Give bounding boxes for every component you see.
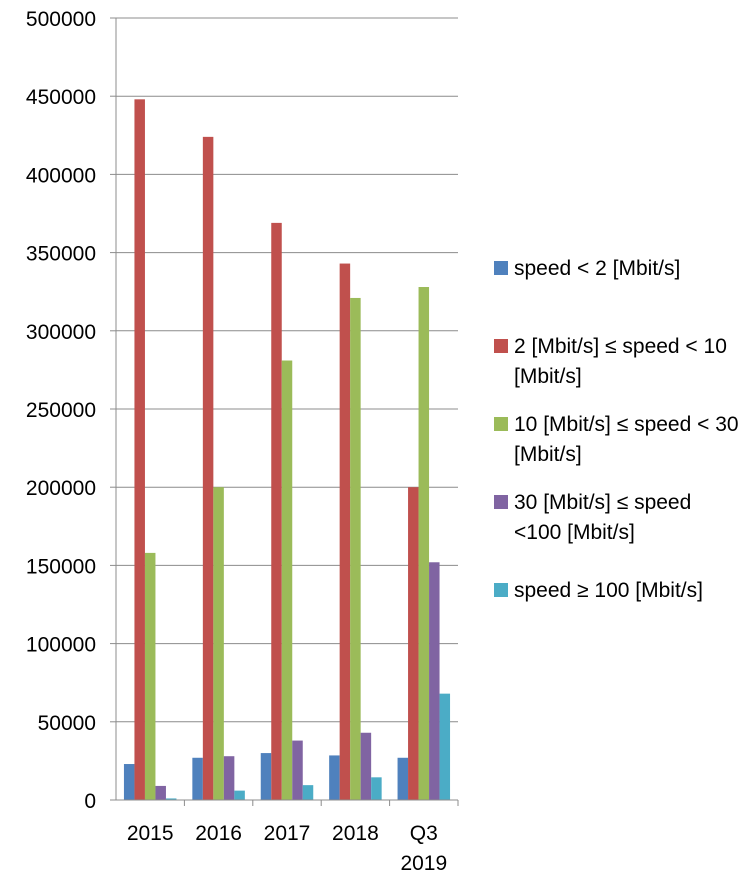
legend-swatch — [494, 339, 508, 353]
y-tick-label: 300000 — [26, 321, 96, 344]
bar — [408, 487, 419, 800]
y-axis-tick-labels: 0 50000 100000 150000 200000 250000 300000 3500… — [26, 8, 96, 813]
bar — [202, 136, 214, 800]
bar — [192, 757, 203, 800]
y-tick-label: 350000 — [26, 243, 96, 266]
legend-label: speed ≥ 100 [Mbit/s] — [514, 579, 703, 602]
bar — [371, 777, 382, 800]
bar — [260, 753, 272, 800]
bars — [116, 99, 459, 806]
x-tick-label: Q3 — [410, 822, 438, 845]
legend-entry: 30 [Mbit/s] ≤ speed <100 [Mbit/s] — [494, 488, 742, 548]
bar — [234, 790, 245, 800]
x-tick-label: 2015 — [127, 822, 174, 845]
y-tick-label: 100000 — [26, 634, 96, 657]
bar — [418, 287, 430, 800]
y-tick-label: 400000 — [26, 164, 96, 187]
legend-swatch — [494, 583, 508, 597]
bar — [339, 263, 351, 801]
legend-label: speed < 2 [Mbit/s] — [514, 257, 681, 280]
bar — [144, 552, 156, 800]
bar — [281, 360, 293, 800]
y-tick-label: 50000 — [38, 712, 96, 735]
bar — [439, 693, 451, 800]
legend-swatch — [494, 417, 508, 431]
bar — [302, 785, 314, 800]
bar — [223, 756, 235, 800]
x-tick-label: 2018 — [332, 822, 379, 845]
legend-entry: 2 [Mbit/s] ≤ speed < 10 [Mbit/s] — [494, 332, 742, 392]
x-tick-label: 2016 — [195, 822, 242, 845]
bar — [329, 755, 340, 800]
y-tick-label: 0 — [84, 790, 96, 813]
x-tick-label: 2019 — [400, 852, 447, 875]
bar — [134, 99, 145, 800]
bar — [271, 222, 282, 800]
bar — [213, 487, 224, 800]
bar — [155, 785, 166, 800]
bar — [350, 297, 361, 800]
bar — [397, 757, 409, 800]
x-axis-tick-labels: 2015 2016 2017 2018 Q3 2019 — [127, 822, 447, 875]
bar — [429, 562, 440, 800]
y-tick-label: 150000 — [26, 555, 96, 578]
legend-swatch — [494, 495, 508, 509]
y-tick-label: 500000 — [26, 8, 96, 31]
y-tick-label: 450000 — [26, 86, 96, 109]
legend-label: 2 [Mbit/s] ≤ speed < 10 [Mbit/s] — [514, 335, 727, 388]
bar — [360, 732, 372, 800]
bar — [165, 798, 177, 800]
legend-entry: 10 [Mbit/s] ≤ speed < 30 [Mbit/s] — [494, 410, 742, 470]
y-tick-label: 250000 — [26, 399, 96, 422]
legend-label: 30 [Mbit/s] ≤ speed <100 [Mbit/s] — [514, 491, 692, 544]
bar — [292, 740, 303, 800]
legend-label: 10 [Mbit/s] ≤ speed < 30 [Mbit/s] — [514, 413, 739, 466]
legend-swatch — [494, 261, 508, 275]
x-tick-label: 2017 — [264, 822, 311, 845]
bar — [123, 764, 135, 800]
y-tick-label: 200000 — [26, 477, 96, 500]
legend-entry: speed < 2 [Mbit/s] — [494, 254, 742, 284]
legend-entry: speed ≥ 100 [Mbit/s] — [494, 576, 742, 606]
